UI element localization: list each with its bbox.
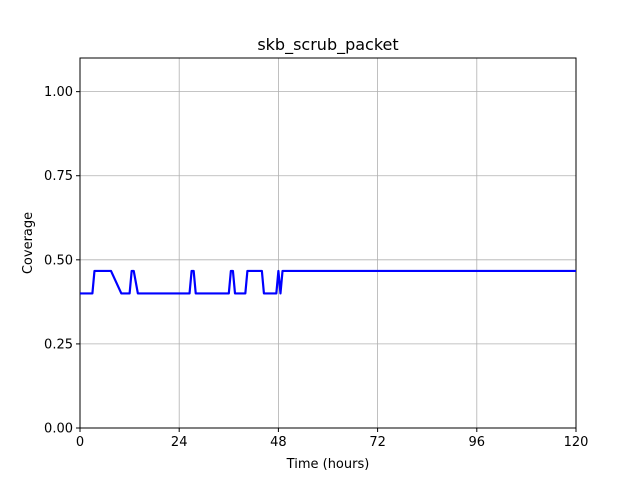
axis-ticks: 0 24 48 72 96 120 0.00 0.25 0.50 0.75 1.00: [44, 85, 588, 450]
grid: [79, 58, 577, 429]
x-tick-label: 96: [469, 435, 486, 450]
y-tick-label: 1.00: [44, 85, 73, 100]
x-tick-label: 24: [171, 435, 188, 450]
y-tick-label: 0.00: [44, 422, 73, 437]
x-axis-label: Time (hours): [286, 457, 370, 472]
x-tick-label: 120: [564, 435, 589, 450]
y-tick-label: 0.25: [44, 337, 73, 352]
series-layer: [80, 269, 576, 295]
y-tick-label: 0.75: [44, 169, 73, 184]
y-tick-label: 0.50: [44, 253, 73, 268]
plot-frame: [79, 57, 577, 429]
x-tick-label: 0: [76, 435, 84, 450]
x-tick-label: 72: [369, 435, 386, 450]
series-line-0: [80, 269, 576, 295]
x-tick-label: 48: [270, 435, 287, 450]
chart-title: skb_scrub_packet: [257, 35, 398, 55]
y-axis-label: Coverage: [21, 212, 36, 274]
